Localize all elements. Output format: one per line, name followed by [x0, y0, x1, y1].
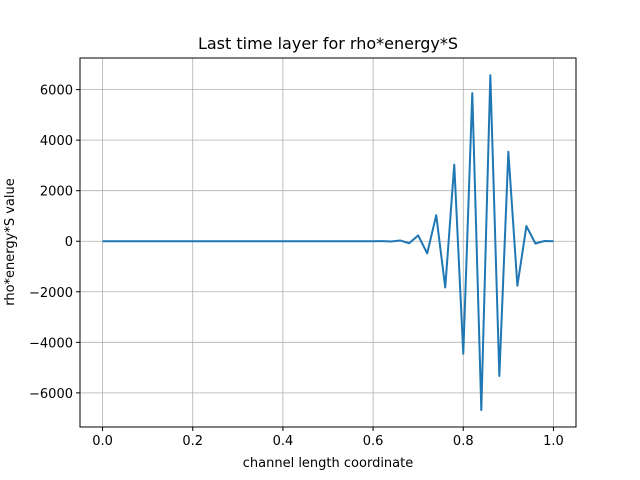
- y-tick-label: −2000: [29, 286, 73, 301]
- y-tick-label: 6000: [40, 84, 73, 99]
- chart-title: Last time layer for rho*energy*S: [198, 34, 458, 53]
- y-tick-label: 0: [65, 235, 73, 250]
- y-axis-label: rho*energy*S value: [3, 178, 18, 306]
- x-tick-label: 0.4: [273, 434, 294, 449]
- x-axis-label: channel length coordinate: [243, 456, 413, 471]
- plot-frame: [79, 57, 577, 428]
- y-tick-label: −4000: [29, 336, 73, 351]
- x-axis: 0.0 0.2 0.4 0.6 0.8 1.0: [92, 427, 564, 449]
- series-line: [102, 74, 554, 412]
- y-tick-label: 4000: [40, 134, 73, 149]
- y-axis: −6000 −4000 −2000 0 2000 4000 6000: [29, 84, 80, 402]
- x-tick-label: 0.0: [92, 434, 113, 449]
- x-tick-label: 0.2: [182, 434, 203, 449]
- x-tick-label: 0.6: [363, 434, 384, 449]
- grid: [80, 58, 576, 427]
- x-tick-label: 0.8: [453, 434, 474, 449]
- x-tick-label: 1.0: [543, 434, 564, 449]
- y-tick-label: −6000: [29, 387, 73, 402]
- y-tick-label: 2000: [40, 185, 73, 200]
